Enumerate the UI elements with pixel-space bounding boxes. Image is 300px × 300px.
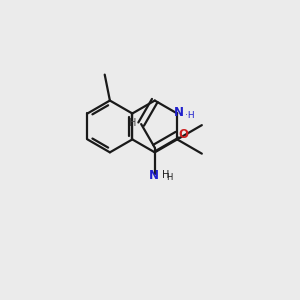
Text: H: H: [129, 118, 137, 128]
Text: N: N: [149, 169, 159, 182]
Text: H: H: [162, 170, 169, 180]
Text: N: N: [173, 106, 183, 119]
Text: ·H: ·H: [185, 111, 194, 120]
Text: H: H: [166, 173, 172, 182]
Text: O: O: [179, 128, 189, 141]
